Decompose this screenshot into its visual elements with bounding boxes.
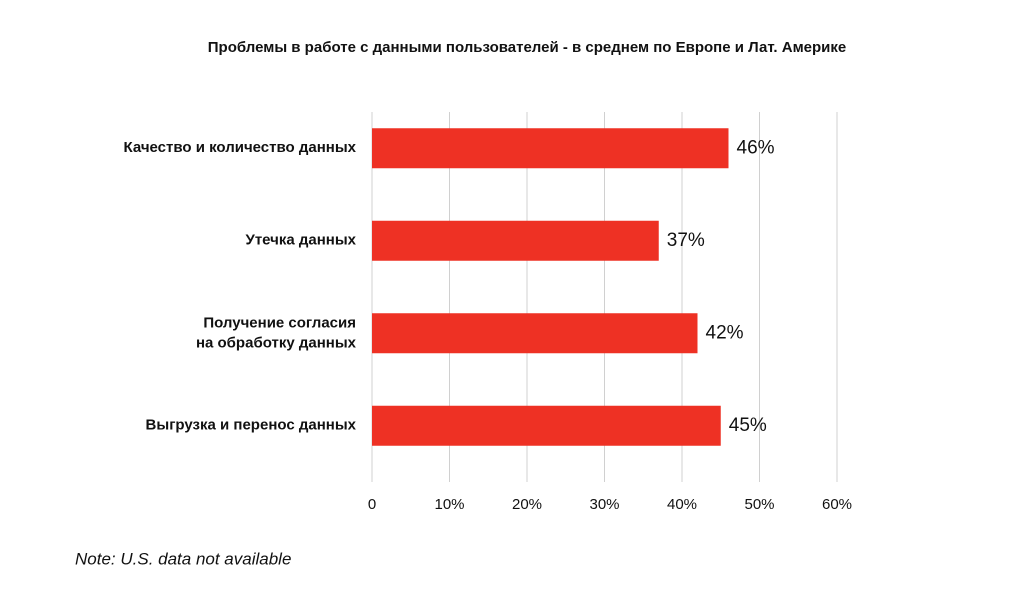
data-label: 42% — [706, 322, 744, 343]
x-tick-label: 0 — [368, 496, 376, 513]
y-tick-label: Выгрузка и перенос данных — [146, 417, 357, 434]
bar — [372, 128, 729, 169]
data-label: 37% — [667, 230, 705, 251]
x-tick-label: 60% — [822, 496, 852, 513]
y-tick-label: Получение согласия на обработку данных — [196, 314, 357, 351]
data-label: 46% — [737, 137, 775, 158]
x-tick-label: 20% — [512, 496, 542, 513]
y-tick-label: Качество и количество данных — [124, 139, 357, 156]
x-tick-label: 10% — [434, 496, 464, 513]
bar — [372, 220, 659, 261]
y-tick-label: Утечка данных — [245, 232, 356, 249]
bar — [372, 313, 698, 354]
bar — [372, 405, 721, 446]
x-tick-label: 30% — [589, 496, 619, 513]
x-tick-label: 40% — [667, 496, 697, 513]
data-label: 45% — [729, 415, 767, 436]
x-tick-label: 50% — [744, 496, 774, 513]
chart-title: Проблемы в работе с данными пользователе… — [208, 39, 847, 56]
note: Note: U.S. data not available — [75, 549, 291, 568]
